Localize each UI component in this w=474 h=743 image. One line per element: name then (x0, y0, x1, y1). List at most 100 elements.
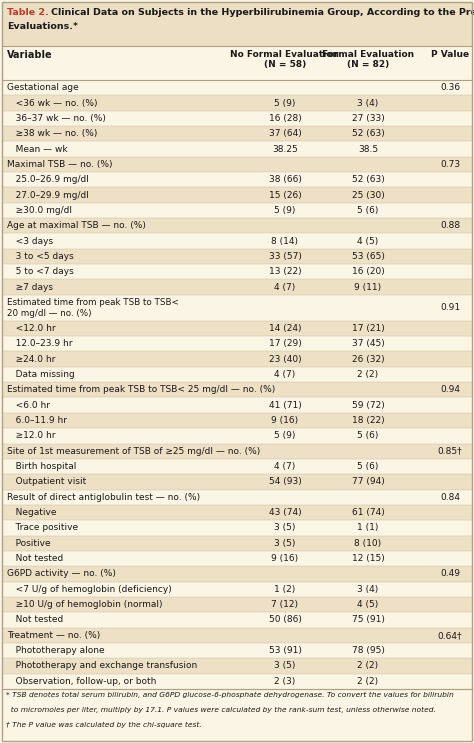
Bar (2, 520, 472, 536)
Text: 2 (2): 2 (2) (357, 661, 379, 670)
Text: 7 (12): 7 (12) (272, 600, 299, 609)
Bar (2, 218, 472, 233)
Text: 4 (7): 4 (7) (274, 462, 296, 471)
Bar (2, 428, 472, 444)
Text: 25.0–26.9 mg/dl: 25.0–26.9 mg/dl (7, 175, 89, 184)
Text: 16 (20): 16 (20) (352, 267, 384, 276)
Text: 3 (5): 3 (5) (274, 523, 296, 533)
Text: Not tested: Not tested (7, 615, 63, 624)
Text: 3 (5): 3 (5) (274, 539, 296, 548)
Text: Age at maximal TSB — no. (%): Age at maximal TSB — no. (%) (7, 221, 146, 230)
Bar (2, 80, 472, 95)
Text: 18 (22): 18 (22) (352, 416, 384, 425)
Bar (2, 551, 472, 566)
Text: 2 (3): 2 (3) (274, 677, 296, 686)
Text: ≥12.0 hr: ≥12.0 hr (7, 432, 55, 441)
Bar (2, 658, 472, 674)
Text: P Value: P Value (431, 50, 469, 59)
Text: <7 U/g of hemoglobin (deficiency): <7 U/g of hemoglobin (deficiency) (7, 585, 172, 594)
Text: † The P value was calculated by the chi-square test.: † The P value was calculated by the chi-… (6, 722, 202, 728)
Text: 4 (7): 4 (7) (274, 370, 296, 379)
Text: 0.36: 0.36 (440, 83, 460, 92)
Bar (2, 612, 472, 628)
Text: 5 (9): 5 (9) (274, 432, 296, 441)
Text: <6.0 hr: <6.0 hr (7, 400, 50, 409)
Text: Outpatient visit: Outpatient visit (7, 477, 86, 487)
Text: Evaluations.*: Evaluations.* (7, 22, 78, 31)
Bar (2, 336, 472, 351)
Text: 16 (28): 16 (28) (269, 114, 301, 123)
Text: to micromoles per liter, multiply by 17.1. P values were calculated by the rank-: to micromoles per liter, multiply by 17.… (6, 707, 436, 713)
Text: 50 (86): 50 (86) (269, 615, 301, 624)
Text: 8 (10): 8 (10) (355, 539, 382, 548)
Text: Birth hospital: Birth hospital (7, 462, 76, 471)
Text: ≥38 wk — no. (%): ≥38 wk — no. (%) (7, 129, 97, 138)
Text: 0.84: 0.84 (440, 493, 460, 502)
Text: 75 (91): 75 (91) (352, 615, 384, 624)
Text: 53 (65): 53 (65) (352, 252, 384, 261)
Text: Formal Evaluation
(N = 82): Formal Evaluation (N = 82) (322, 50, 414, 69)
Bar (2, 203, 472, 218)
Text: 0.91: 0.91 (440, 303, 460, 312)
Text: 4 (7): 4 (7) (274, 282, 296, 292)
Text: 3 to <5 days: 3 to <5 days (7, 252, 74, 261)
Text: 5 (6): 5 (6) (357, 432, 379, 441)
Bar (2, 628, 472, 643)
Text: 23 (40): 23 (40) (269, 354, 301, 363)
Text: Estimated time from peak TSB to TSB<
20 mg/dl — no. (%): Estimated time from peak TSB to TSB< 20 … (7, 298, 179, 318)
Bar (2, 643, 472, 658)
Bar (2, 597, 472, 612)
Text: 0.64†: 0.64† (438, 631, 462, 640)
Bar (2, 505, 472, 520)
Bar (2, 46, 472, 80)
Text: 5 (9): 5 (9) (274, 99, 296, 108)
Text: Not tested: Not tested (7, 554, 63, 563)
Text: 1 (2): 1 (2) (274, 585, 296, 594)
Text: 15 (26): 15 (26) (269, 190, 301, 200)
Text: Data missing: Data missing (7, 370, 75, 379)
Bar (2, 582, 472, 597)
Bar (2, 233, 472, 249)
Text: Gestational age: Gestational age (7, 83, 79, 92)
Bar (2, 536, 472, 551)
Text: Observation, follow-up, or both: Observation, follow-up, or both (7, 677, 156, 686)
Text: 9 (16): 9 (16) (272, 416, 299, 425)
Text: 38.5: 38.5 (358, 145, 378, 154)
Bar (2, 444, 472, 459)
Text: 41 (71): 41 (71) (269, 400, 301, 409)
Bar (2, 398, 472, 413)
Text: 61 (74): 61 (74) (352, 508, 384, 517)
Text: 0.88: 0.88 (440, 221, 460, 230)
Text: 43 (74): 43 (74) (269, 508, 301, 517)
Text: 5 (6): 5 (6) (357, 206, 379, 215)
Bar (2, 126, 472, 141)
Bar (2, 95, 472, 111)
Text: 37 (64): 37 (64) (269, 129, 301, 138)
Text: Trace positive: Trace positive (7, 523, 78, 533)
Text: 36–37 wk — no. (%): 36–37 wk — no. (%) (7, 114, 106, 123)
Text: 4 (5): 4 (5) (357, 236, 379, 246)
Text: 52 (63): 52 (63) (352, 129, 384, 138)
Text: 33 (57): 33 (57) (269, 252, 301, 261)
Text: G6PD activity — no. (%): G6PD activity — no. (%) (7, 569, 116, 579)
Text: Phototherapy alone: Phototherapy alone (7, 646, 105, 655)
Text: No Formal Evaluation
(N = 58): No Formal Evaluation (N = 58) (230, 50, 339, 69)
Text: 3 (5): 3 (5) (274, 661, 296, 670)
Text: 25 (30): 25 (30) (352, 190, 384, 200)
Text: 27.0–29.9 mg/dl: 27.0–29.9 mg/dl (7, 190, 89, 200)
Text: 4 (5): 4 (5) (357, 600, 379, 609)
Bar (2, 111, 472, 126)
Bar (2, 382, 472, 398)
Text: Table 2.: Table 2. (7, 8, 49, 17)
Text: ≥24.0 hr: ≥24.0 hr (7, 354, 55, 363)
Text: Site of 1st measurement of TSB of ≥25 mg/dl — no. (%): Site of 1st measurement of TSB of ≥25 mg… (7, 447, 260, 455)
Text: Result of direct antiglobulin test — no. (%): Result of direct antiglobulin test — no.… (7, 493, 200, 502)
Text: Maximal TSB — no. (%): Maximal TSB — no. (%) (7, 160, 112, 169)
Text: 3 (4): 3 (4) (357, 99, 379, 108)
Bar (2, 321, 472, 336)
Text: 9 (11): 9 (11) (355, 282, 382, 292)
Text: 38.25: 38.25 (272, 145, 298, 154)
Bar (2, 172, 472, 187)
Text: 14 (24): 14 (24) (269, 324, 301, 333)
Text: 1 (1): 1 (1) (357, 523, 379, 533)
